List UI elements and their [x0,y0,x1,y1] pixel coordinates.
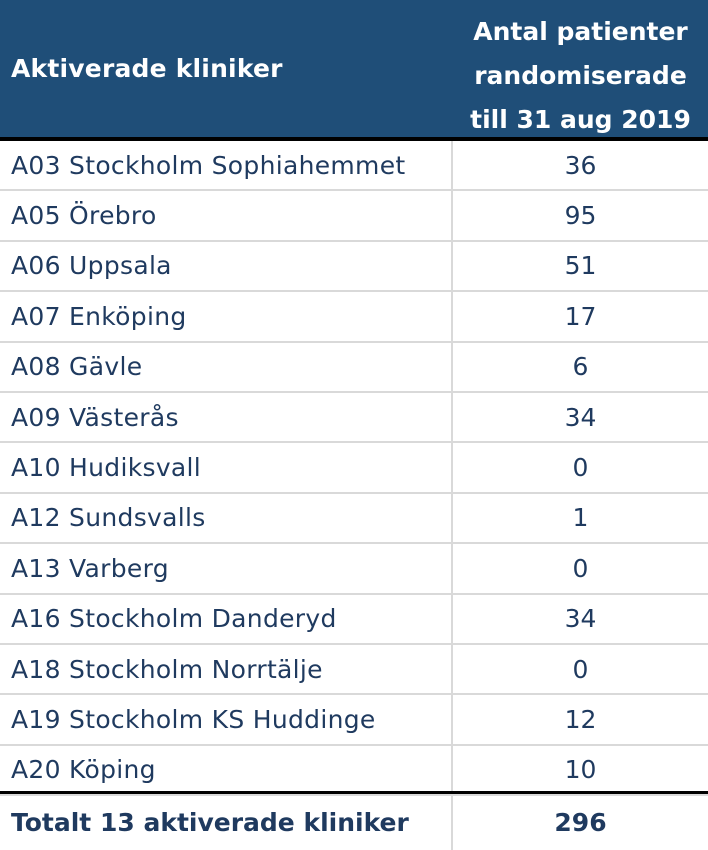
table-row: A12 Sundsvalls 1 [0,494,708,545]
table-row: A06 Uppsala 51 [0,242,708,293]
header-patient-count-line-2: randomiserade [474,61,687,90]
patient-count: 17 [564,301,597,331]
clinic-name: A20 Köping [11,755,156,785]
total-count: 296 [554,807,607,837]
patient-count: 34 [564,402,597,432]
clinic-name: A07 Enköping [11,301,187,331]
clinic-name: A08 Gävle [11,352,143,382]
table-row: A20 Köping 10 [0,746,708,797]
clinic-name: A12 Sundsvalls [11,503,206,533]
clinic-name: A03 Stockholm Sophiahemmet [11,150,406,180]
clinic-name: A09 Västerås [11,402,179,432]
total-rule [0,791,708,794]
table-row: A08 Gävle 6 [0,343,708,393]
table-row: A18 Stockholm Norrtälje 0 [0,645,708,696]
patient-count: 95 [564,201,597,231]
table-row: A13 Varberg 0 [0,544,708,595]
table-row: A16 Stockholm Danderyd 34 [0,595,708,645]
patient-count: 10 [564,755,597,785]
column-divider [451,794,453,850]
table-row: A07 Enköping 17 [0,292,708,343]
patient-count: 0 [572,453,589,483]
total-row: Totalt 13 aktiverade kliniker 296 [0,794,708,850]
header-clinics: Aktiverade kliniker [11,54,283,83]
header-rule [0,137,708,141]
clinic-name: A13 Varberg [11,553,169,583]
table-row: A03 Stockholm Sophiahemmet 36 [0,141,708,192]
header-patient-count-line-3: till 31 aug 2019 [470,105,691,134]
table-body: A03 Stockholm Sophiahemmet 36 A05 Örebro… [0,141,708,797]
patient-count: 34 [564,604,597,634]
clinic-name: A19 Stockholm KS Huddinge [11,704,376,734]
clinic-name: A06 Uppsala [11,251,172,281]
patient-count: 0 [572,553,589,583]
clinic-name: A05 Örebro [11,201,157,231]
header-patient-count-line-1: Antal patienter [473,17,688,46]
patient-count: 36 [564,150,597,180]
patient-count: 0 [572,654,589,684]
clinic-name: A10 Hudiksvall [11,453,202,483]
column-divider [451,141,453,791]
patient-count: 1 [572,503,589,533]
total-label: Totalt 13 aktiverade kliniker [11,807,409,837]
clinic-name: A16 Stockholm Danderyd [11,604,337,634]
table-row: A19 Stockholm KS Huddinge 12 [0,695,708,746]
clinic-name: A18 Stockholm Norrtälje [11,654,323,684]
table-row: A09 Västerås 34 [0,393,708,444]
table-row: A10 Hudiksvall 0 [0,443,708,494]
patient-count: 51 [564,251,597,281]
table-row: A05 Örebro 95 [0,191,708,242]
patient-count: 12 [564,704,597,734]
table-header: Aktiverade kliniker Antal patienter rand… [0,0,708,137]
header-patient-count: Antal patienter randomiserade till 31 au… [453,10,708,142]
patient-count: 6 [572,352,589,382]
